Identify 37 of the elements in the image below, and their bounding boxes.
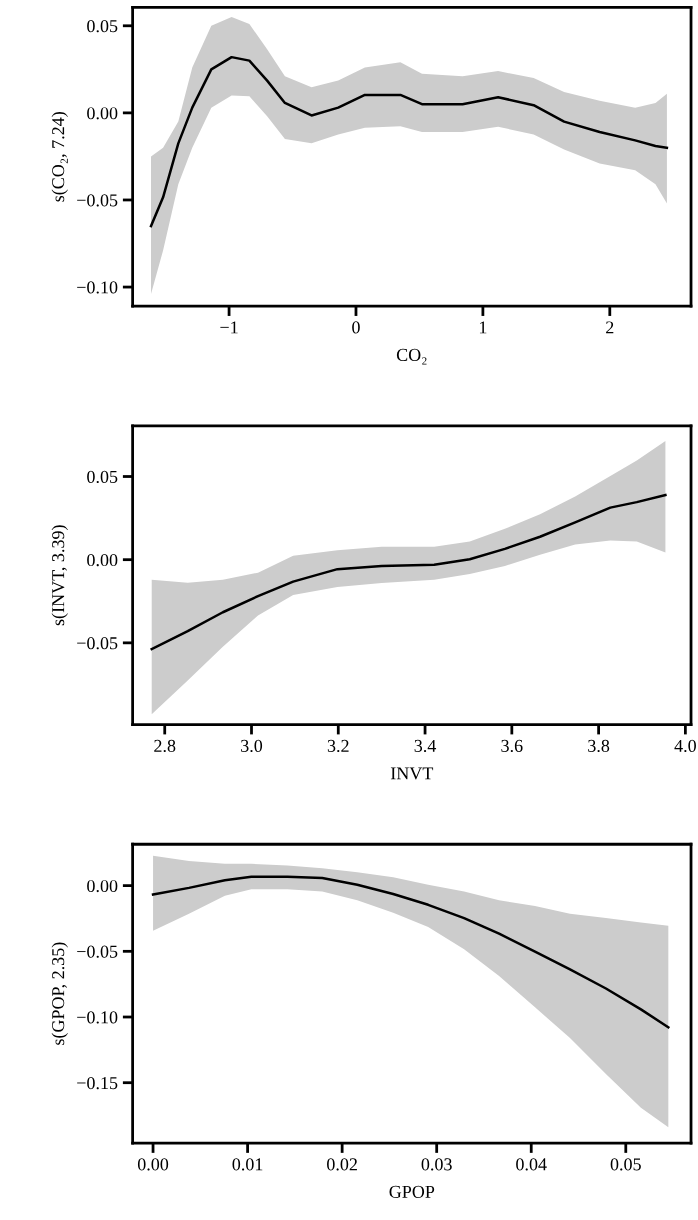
x-tick-label: 0.01 (232, 1158, 263, 1171)
x-tick-label: 0.02 (327, 1158, 357, 1171)
y-tick-label: 0.05 (87, 470, 118, 484)
y-tick-label: 0.00 (87, 879, 118, 893)
y-tick-label: −0.10 (77, 1011, 118, 1024)
x-tick-label: 3.8 (588, 739, 610, 753)
x-axis-title: GPOP (389, 1185, 435, 1198)
x-tick-label: 0.03 (421, 1158, 452, 1171)
x-tick-label: 1 (479, 321, 487, 334)
x-tick-label: 0.04 (516, 1158, 547, 1171)
x-tick-label: 0.00 (137, 1158, 169, 1171)
y-tick-label: −0.10 (77, 281, 118, 294)
y-tick-label: −0.15 (77, 1076, 118, 1090)
y-axis-title: s(INVT, 3.39) (51, 525, 68, 626)
y-axis-title: s(GPOP, 2.35) (51, 942, 68, 1045)
y-tick-label: 0.00 (87, 107, 118, 120)
x-axis-title: CO₂ (396, 348, 427, 365)
line-series (151, 875, 670, 1029)
line-series (149, 55, 669, 228)
y-tick-label: −0.05 (77, 637, 118, 650)
x-tick-label: 3.2 (327, 739, 349, 753)
line-series (150, 493, 667, 651)
x-tick-label: 4.0 (674, 739, 696, 753)
y-tick-label: 0.00 (87, 553, 118, 567)
x-tick-label: −1 (220, 321, 238, 334)
x-tick-label: 0 (352, 321, 360, 334)
y-tick-label: 0.05 (87, 20, 118, 33)
x-tick-label: 3.4 (414, 739, 437, 753)
x-axis-title: INVT (390, 767, 434, 780)
y-axis-title: s(CO₂, 7.24) (51, 112, 68, 202)
y-tick-label: −0.05 (77, 194, 118, 207)
y-tick-label: −0.05 (77, 945, 118, 958)
x-tick-label: 3.6 (501, 739, 523, 753)
x-tick-label: 3.0 (241, 739, 263, 753)
x-tick-label: 2 (606, 321, 614, 334)
x-tick-label: 2.8 (154, 739, 176, 753)
x-tick-label: 0.05 (610, 1158, 641, 1171)
